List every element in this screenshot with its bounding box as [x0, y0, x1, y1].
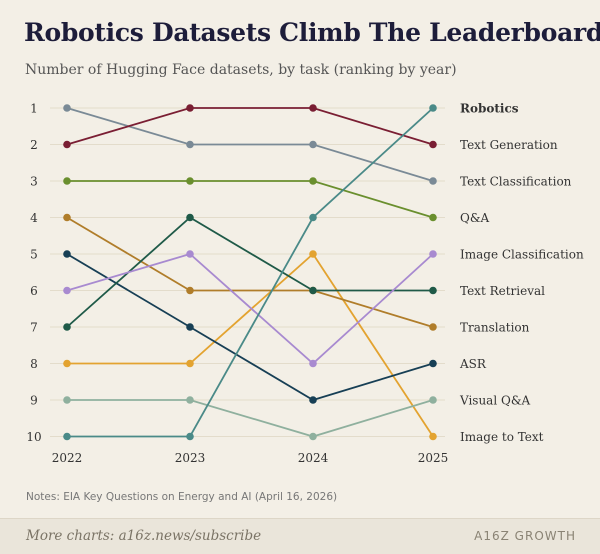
data-point: [186, 104, 194, 112]
data-point: [63, 140, 71, 149]
subscribe-link[interactable]: More charts: a16z.news/subscribe: [26, 528, 262, 544]
data-point: [63, 286, 71, 295]
x-tick-label: 2025: [418, 451, 449, 465]
y-tick-label: 1: [30, 102, 38, 116]
series-label: Translation: [460, 321, 530, 335]
y-tick-label: 3: [30, 175, 38, 189]
data-point: [429, 359, 437, 368]
series-line: [66, 253, 434, 401]
chart-title: Robotics Datasets Climb The Leaderboard: [24, 18, 600, 47]
data-point: [63, 177, 71, 185]
data-point: [429, 432, 437, 441]
series-line: [67, 180, 434, 219]
x-tick-label: 2023: [175, 451, 206, 465]
data-point: [429, 213, 437, 222]
data-point: [63, 213, 71, 222]
y-tick-label: 9: [30, 394, 38, 408]
series-line: [66, 107, 434, 146]
data-point: [309, 359, 317, 368]
series-line: [67, 399, 434, 438]
data-point: [186, 396, 194, 404]
data-point: [429, 286, 437, 295]
y-tick-label: 5: [30, 248, 38, 262]
series-label: Image Classification: [460, 248, 584, 262]
y-tick-label: 8: [30, 357, 38, 371]
data-point: [186, 140, 194, 149]
data-point: [186, 177, 194, 185]
x-tick-label: 2024: [298, 451, 329, 465]
data-point: [63, 250, 71, 258]
series-line: [66, 252, 434, 365]
series-label: Text Generation: [460, 138, 558, 152]
data-point: [63, 323, 71, 331]
series-label: Visual Q&A: [459, 394, 531, 408]
data-point: [429, 140, 437, 149]
data-point: [309, 396, 317, 404]
data-point: [309, 213, 317, 222]
y-tick-label: 10: [26, 430, 41, 444]
series-label: Text Retrieval: [460, 284, 545, 298]
data-point: [429, 396, 437, 404]
footer-bar: More charts: a16z.news/subscribe A16Z GR…: [0, 518, 600, 554]
data-point: [186, 213, 194, 222]
data-point: [63, 104, 71, 112]
y-tick-label: 2: [30, 138, 38, 152]
series-label: Text Classification: [460, 175, 572, 189]
data-point: [309, 432, 317, 441]
line-chart: 1 2 3 4 5 6 7 8 9 10 2022 2023 2024 2025 Robotics Tex…: [26, 102, 584, 466]
data-point: [429, 250, 437, 258]
data-point: [429, 323, 437, 331]
x-tick-label: 2022: [52, 451, 83, 465]
series-label: ASR: [459, 357, 487, 371]
data-point: [429, 104, 437, 112]
data-point: [63, 432, 71, 441]
y-tick-label: 7: [30, 321, 38, 335]
y-tick-label: 4: [30, 211, 38, 225]
series-line: [67, 252, 434, 437]
data-point: [63, 359, 71, 368]
chart-subtitle: Number of Hugging Face datasets, by task…: [25, 62, 457, 78]
data-point: [309, 250, 317, 258]
data-point: [186, 359, 194, 368]
series-label: Q&A: [460, 211, 490, 225]
chart-notes: Notes: EIA Key Questions on Energy and A…: [26, 491, 338, 503]
data-point: [186, 323, 194, 331]
data-point: [186, 432, 194, 441]
series-label: Image to Text: [460, 430, 544, 444]
brand-logo: A16Z GROWTH: [474, 529, 576, 543]
y-tick-label: 6: [30, 284, 38, 298]
data-point: [309, 104, 317, 112]
data-point: [309, 286, 317, 295]
data-point: [429, 177, 437, 185]
data-point: [63, 396, 71, 404]
series-label: Robotics: [460, 102, 519, 116]
data-point: [309, 140, 317, 149]
data-point: [309, 177, 317, 185]
data-point: [186, 250, 194, 258]
data-point: [186, 286, 194, 295]
series-line: [67, 107, 434, 438]
